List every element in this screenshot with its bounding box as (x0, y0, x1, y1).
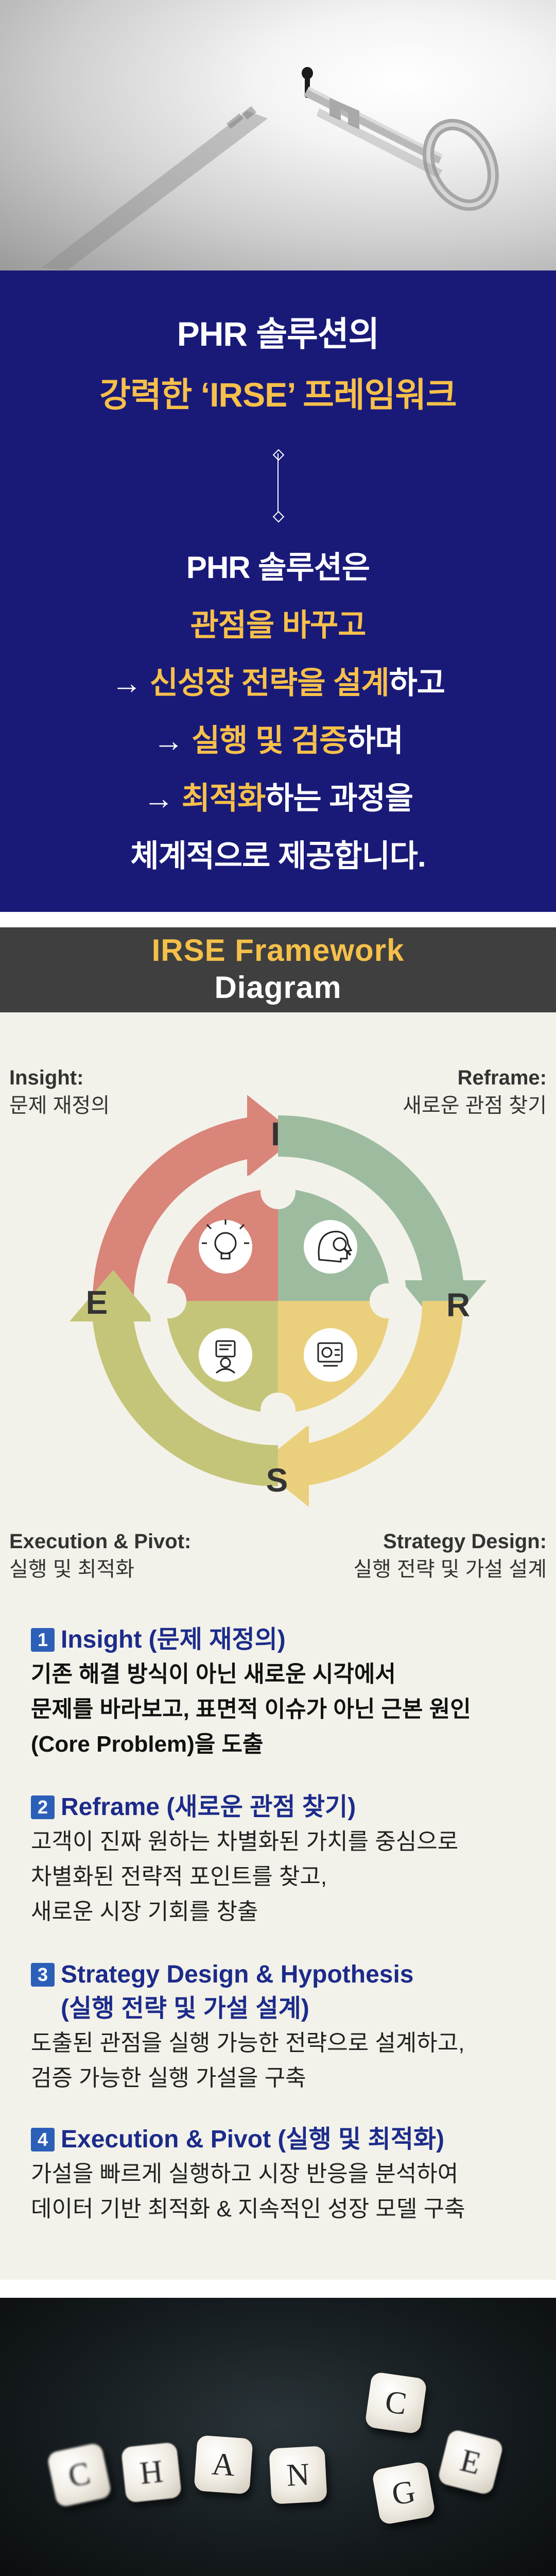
divider-top-diamond (272, 449, 285, 461)
desc-title-text: Strategy Design & Hypothesis (61, 1961, 414, 1988)
intro-text: 하고 (389, 666, 445, 700)
reframe-label-title: Reframe: (457, 1066, 547, 1089)
strategy-description: 3 Strategy Design & Hypothesis (실행 전략 및 가… (31, 1958, 535, 2096)
insight-label-title: Insight: (9, 1066, 84, 1089)
reframe-corner-label: Reframe: 새로운 관점 찾기 (403, 1064, 547, 1120)
irse-cycle-diagram: I R S E (70, 1095, 486, 1507)
strategy-icon (304, 1328, 357, 1382)
desc-line: 기존 해결 방식이 아닌 새로운 시각에서 (31, 1662, 396, 1687)
insight-desc-title: 1 Insight (문제 재정의) (31, 1623, 535, 1657)
change-dice-image: C H A N C G E (0, 2298, 556, 2576)
desc-line: (Core Problem)을 도출 (31, 1732, 264, 1757)
strategy-desc-title: 3 Strategy Design & Hypothesis (31, 1958, 535, 1992)
execution-icon (199, 1328, 252, 1382)
intro-title-line1: PHR 솔루션의 (177, 315, 380, 353)
desc-line: 검증 가능한 실행 가설을 구축 (31, 2065, 306, 2091)
execution-corner-label: Execution & Pivot: 실행 및 최적화 (9, 1528, 191, 1583)
desc-line: 데이터 기반 최적화 & 지속적인 성장 모델 구축 (31, 2196, 465, 2222)
dice-letter: C (46, 2442, 113, 2509)
reframe-arc (278, 1115, 486, 1332)
execution-label-sub: 실행 및 최적화 (9, 1558, 135, 1581)
number-badge: 3 (31, 1963, 55, 1987)
desc-line: 가설을 빠르게 실행하고 시장 반응을 분석하여 (31, 2161, 459, 2187)
intro-highlight: 최적화 (181, 781, 266, 816)
intro-title-line2: 강력한 ‘IRSE’ 프레임워크 (99, 376, 457, 414)
intro-body-line2: 관점을 바꾸고 (190, 608, 367, 642)
strategy-arc (257, 1301, 464, 1507)
number-badge: 1 (31, 1628, 55, 1652)
desc-line: 새로운 시장 기회를 창출 (31, 1899, 258, 1924)
strategy-label-sub: 실행 전략 및 가설 설계 (353, 1558, 547, 1581)
strategy-label-title: Strategy Design: (383, 1530, 547, 1553)
intro-section: PHR 솔루션의 강력한 ‘IRSE’ 프레임워크 PHR 솔루션은 관점을 바… (0, 270, 556, 912)
framework-subtitle: Diagram (214, 970, 342, 1005)
intro-divider (277, 453, 279, 515)
dice-letter: C (364, 2371, 427, 2434)
execution-arc (70, 1270, 278, 1487)
insight-arc (92, 1095, 299, 1301)
intro-highlight: 실행 및 검증 (191, 723, 348, 758)
execution-label-title: Execution & Pivot: (9, 1530, 192, 1553)
reframe-desc-title: 2 Reframe (새로운 관점 찾기) (31, 1790, 535, 1824)
desc-title-text: Reframe (새로운 관점 찾기) (61, 1793, 356, 1821)
letter-e: E (86, 1284, 108, 1321)
intro-body-line1: PHR 솔루션은 (186, 550, 370, 585)
desc-line: 도출된 관점을 실행 가능한 전략으로 설계하고, (31, 2030, 465, 2056)
hero-key-image (0, 0, 556, 270)
execution-desc-title: 4 Execution & Pivot (실행 및 최적화) (31, 2123, 535, 2157)
insight-corner-label: Insight: 문제 재정의 (9, 1064, 110, 1120)
insight-icon (199, 1219, 252, 1274)
dice-letter: E (437, 2428, 505, 2496)
reframe-icon (304, 1220, 357, 1274)
arrow-text: → (111, 666, 150, 700)
execution-description: 4 Execution & Pivot (실행 및 최적화) 가설을 빠르게 실행… (31, 2123, 535, 2227)
divider-bottom-diamond (272, 511, 285, 523)
desc-title-text: Execution & Pivot (실행 및 최적화) (61, 2126, 445, 2153)
spacer (0, 2280, 556, 2298)
dice-letter: G (371, 2461, 436, 2526)
intro-body-line3: → 신성장 전략을 설계하고 (0, 658, 556, 703)
number-badge: 4 (31, 2128, 55, 2151)
framework-diagram-section: Insight: 문제 재정의 Reframe: 새로운 관점 찾기 (0, 1012, 556, 2280)
desc-line: 차별화된 전략적 포인트를 찾고, (31, 1864, 327, 1889)
strategy-corner-label: Strategy Design: 실행 전략 및 가설 설계 (353, 1528, 547, 1583)
intro-body-line4: → 실행 및 검증하며 (0, 716, 556, 760)
dice-letter: N (269, 2446, 327, 2504)
number-badge: 2 (31, 1795, 55, 1819)
spacer (0, 912, 556, 927)
framework-header: IRSE Framework Diagram (0, 927, 556, 1012)
key-illustration (41, 67, 499, 270)
dice-letter: H (120, 2442, 182, 2503)
dice-letter: A (194, 2435, 253, 2495)
desc-title-text: Insight (문제 재정의) (61, 1626, 286, 1653)
arrow-text: → (153, 723, 192, 758)
letter-s: S (266, 1462, 288, 1499)
arrow-text: → (143, 781, 182, 816)
desc-title-line2: (실행 전략 및 가설 설계) (61, 1995, 309, 2022)
letter-i: I (271, 1115, 280, 1153)
letter-r: R (446, 1286, 470, 1324)
reframe-label-sub: 새로운 관점 찾기 (403, 1094, 547, 1117)
framework-title: IRSE Framework (151, 933, 405, 968)
insight-description: 1 Insight (문제 재정의) 기존 해결 방식이 아닌 새로운 시각에서 … (31, 1623, 535, 1762)
desc-line: 문제를 바라보고, 표면적 이슈가 아닌 근본 원인 (31, 1697, 471, 1722)
intro-highlight: 신성장 전략을 설계 (149, 666, 390, 700)
reframe-description: 2 Reframe (새로운 관점 찾기) 고객이 진짜 원하는 차별화된 가치를… (31, 1790, 535, 1929)
intro-text: 하는 과정을 (265, 781, 413, 816)
intro-body-line5: → 최적화하는 과정을 (0, 773, 556, 818)
intro-body-line6: 체계적으로 제공합니다. (130, 839, 426, 873)
intro-text: 하며 (347, 723, 403, 758)
desc-line: 고객이 진짜 원하는 차별화된 가치를 중심으로 (31, 1829, 459, 1854)
insight-label-sub: 문제 재정의 (9, 1094, 110, 1117)
